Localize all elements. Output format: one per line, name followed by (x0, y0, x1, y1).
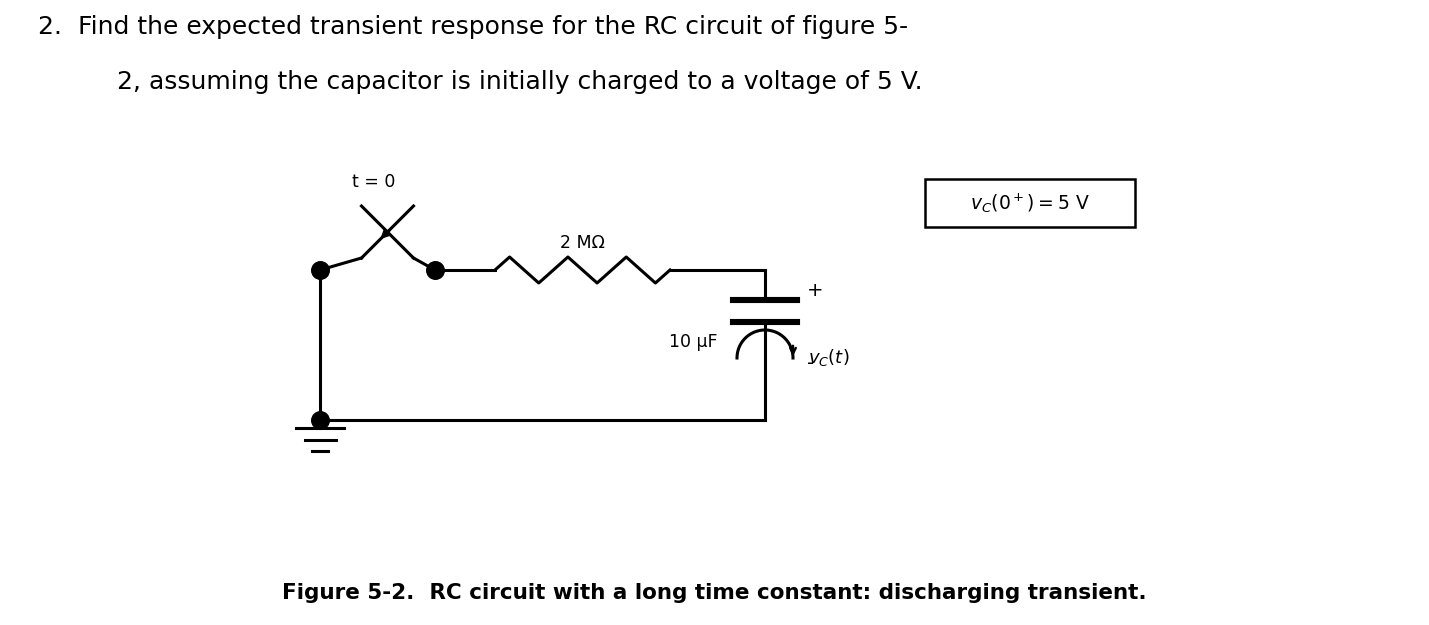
Point (423, 265, 446, 275)
Text: 2.  Find the expected transient response for the RC circuit of figure 5-: 2. Find the expected transient response … (39, 15, 907, 39)
Text: +: + (807, 281, 823, 299)
Text: $v_C(t)$: $v_C(t)$ (807, 348, 849, 369)
Text: t = 0: t = 0 (352, 173, 394, 191)
Text: 2, assuming the capacitor is initially charged to a voltage of 5 V.: 2, assuming the capacitor is initially c… (84, 70, 923, 94)
Point (309, 265, 332, 275)
Text: $v_C(0^+) = 5\ \mathrm{V}$: $v_C(0^+) = 5\ \mathrm{V}$ (970, 191, 1090, 215)
Text: 10 μF: 10 μF (669, 333, 717, 351)
Text: 2 MΩ: 2 MΩ (560, 234, 604, 252)
Point (309, 415, 332, 425)
Text: Figure 5-2.  RC circuit with a long time constant: discharging transient.: Figure 5-2. RC circuit with a long time … (282, 583, 1147, 603)
FancyBboxPatch shape (925, 179, 1135, 227)
Text: -: - (807, 354, 815, 374)
